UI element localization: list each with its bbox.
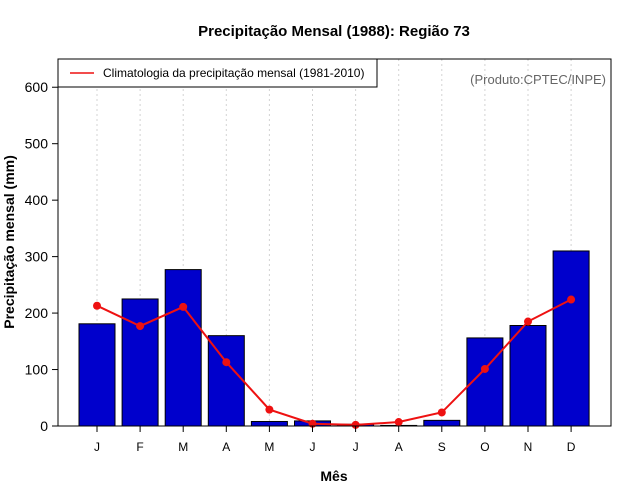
y-axis: 0 100 200 300 400 500 600 xyxy=(25,79,58,434)
climatology-point-7 xyxy=(394,418,403,427)
climatology-point-1 xyxy=(136,322,145,331)
x-tick-label: J xyxy=(94,440,100,454)
x-tick-label: S xyxy=(438,440,446,454)
x-tick-label: N xyxy=(524,440,533,454)
climatology-point-3 xyxy=(222,358,231,367)
climatology-point-0 xyxy=(93,301,101,310)
y-tick-label: 400 xyxy=(25,192,49,208)
source-annotation: (Produto:CPTEC/INPE) xyxy=(470,72,606,87)
bar-2 xyxy=(164,269,202,427)
x-tick-label: A xyxy=(222,440,230,454)
y-tick-label: 600 xyxy=(25,79,49,95)
climatology-point-4 xyxy=(265,405,274,414)
climatology-point-2 xyxy=(179,302,188,311)
legend-entry-climatology: Climatologia da precipitação mensal (198… xyxy=(103,66,364,80)
climatology-point-9 xyxy=(480,364,489,373)
bar-1 xyxy=(121,298,159,427)
x-tick-label: M xyxy=(264,440,274,454)
bar-10 xyxy=(509,324,547,427)
y-tick-label: 300 xyxy=(25,249,49,265)
y-tick-label: 500 xyxy=(25,136,49,152)
climatology-point-8 xyxy=(437,408,446,417)
x-tick-label: M xyxy=(178,440,188,454)
climatology-point-6 xyxy=(351,420,360,429)
climatology-line-layer xyxy=(93,295,576,429)
y-tick-label: 200 xyxy=(25,305,49,321)
x-tick-label: J xyxy=(310,440,316,454)
x-tick-label: F xyxy=(136,440,143,454)
y-tick-label: 0 xyxy=(40,418,48,434)
chart-title: Precipitação Mensal (1988): Região 73 xyxy=(198,23,470,40)
legend: Climatologia da precipitação mensal (198… xyxy=(57,58,378,88)
bar-8 xyxy=(423,419,461,427)
x-tick-label: D xyxy=(567,440,576,454)
climatology-point-10 xyxy=(524,317,532,326)
climatology-point-11 xyxy=(567,295,576,304)
bar-4 xyxy=(250,420,288,427)
x-tick-label: A xyxy=(395,440,403,454)
bar-3 xyxy=(207,335,245,427)
y-axis-label: Precipitação mensal (mm) xyxy=(1,155,17,329)
x-axis-label: Mês xyxy=(320,468,347,484)
bar-0 xyxy=(78,323,116,427)
climatology-line xyxy=(96,298,572,426)
bar-11 xyxy=(552,250,590,427)
legend-box xyxy=(57,58,378,88)
x-tick-label: O xyxy=(480,440,489,454)
x-tick-label: J xyxy=(353,440,359,454)
y-tick-label: 100 xyxy=(25,362,49,378)
